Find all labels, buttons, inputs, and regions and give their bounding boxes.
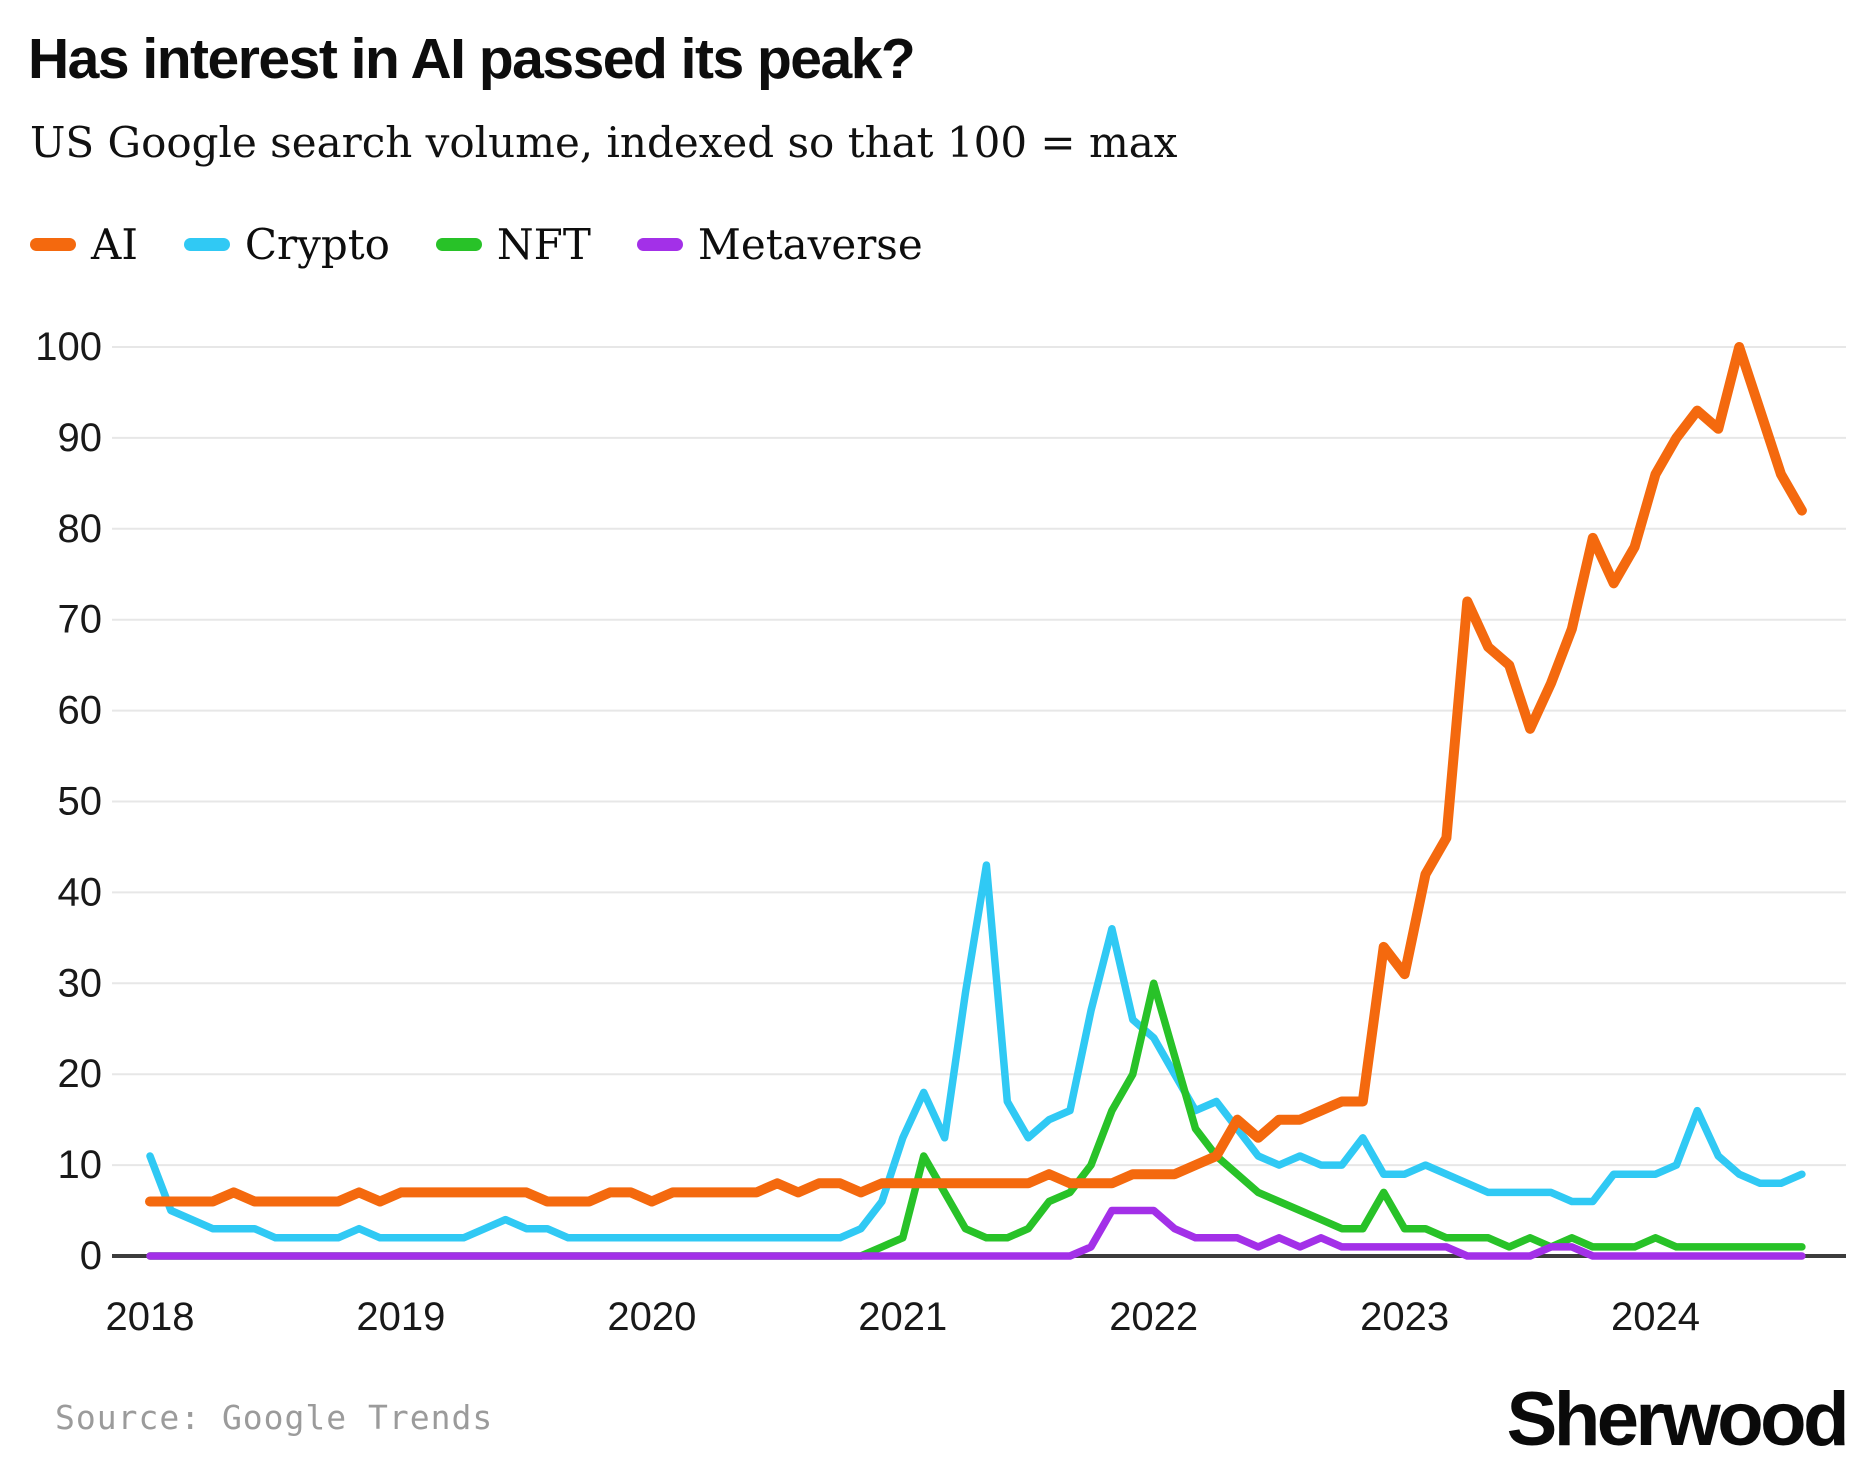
y-tick-label: 40 bbox=[58, 870, 103, 914]
legend-label: AI bbox=[91, 220, 138, 269]
page-subtitle: US Google search volume, indexed so that… bbox=[30, 118, 1178, 167]
source-note: Source: Google Trends bbox=[55, 1398, 494, 1437]
x-tick-label: 2022 bbox=[1109, 1295, 1198, 1339]
x-tick-label: 2024 bbox=[1611, 1295, 1700, 1339]
series-line-nft bbox=[146, 979, 1806, 1260]
y-tick-label: 100 bbox=[35, 325, 102, 369]
brand-logo: Sherwood bbox=[1506, 1377, 1850, 1462]
x-tick-label: 2020 bbox=[607, 1295, 696, 1339]
legend-item-crypto: Crypto bbox=[183, 220, 390, 269]
legend-label: NFT bbox=[496, 220, 591, 269]
legend-label: Crypto bbox=[244, 220, 390, 269]
legend-label: Metaverse bbox=[697, 220, 923, 269]
y-tick-label: 0 bbox=[80, 1234, 102, 1278]
legend: AI Crypto NFT Metaverse bbox=[30, 220, 923, 269]
series-line-crypto bbox=[146, 861, 1806, 1242]
y-tick-label: 30 bbox=[58, 961, 103, 1005]
x-tick-label: 2019 bbox=[356, 1295, 445, 1339]
y-tick-label: 20 bbox=[58, 1052, 103, 1096]
legend-swatch-nft bbox=[435, 238, 482, 251]
x-tick-label: 2023 bbox=[1360, 1295, 1449, 1339]
y-tick-label: 50 bbox=[58, 780, 103, 824]
series-line-metaverse bbox=[146, 1206, 1806, 1260]
x-tick-label: 2021 bbox=[858, 1295, 947, 1339]
series-line-ai bbox=[145, 342, 1807, 1207]
legend-swatch-crypto bbox=[183, 238, 230, 251]
y-tick-label: 90 bbox=[58, 416, 103, 460]
page-title: Has interest in AI passed its peak? bbox=[28, 27, 916, 91]
y-tick-label: 70 bbox=[58, 598, 103, 642]
y-tick-label: 80 bbox=[58, 507, 103, 551]
legend-item-metaverse: Metaverse bbox=[636, 220, 923, 269]
legend-swatch-ai bbox=[30, 238, 76, 251]
x-tick-label: 2018 bbox=[106, 1295, 195, 1339]
y-tick-label: 10 bbox=[58, 1143, 103, 1187]
legend-item-ai: AI bbox=[30, 220, 138, 269]
legend-swatch-metaverse bbox=[636, 238, 683, 251]
y-tick-label: 60 bbox=[58, 689, 103, 733]
legend-item-nft: NFT bbox=[435, 220, 591, 269]
